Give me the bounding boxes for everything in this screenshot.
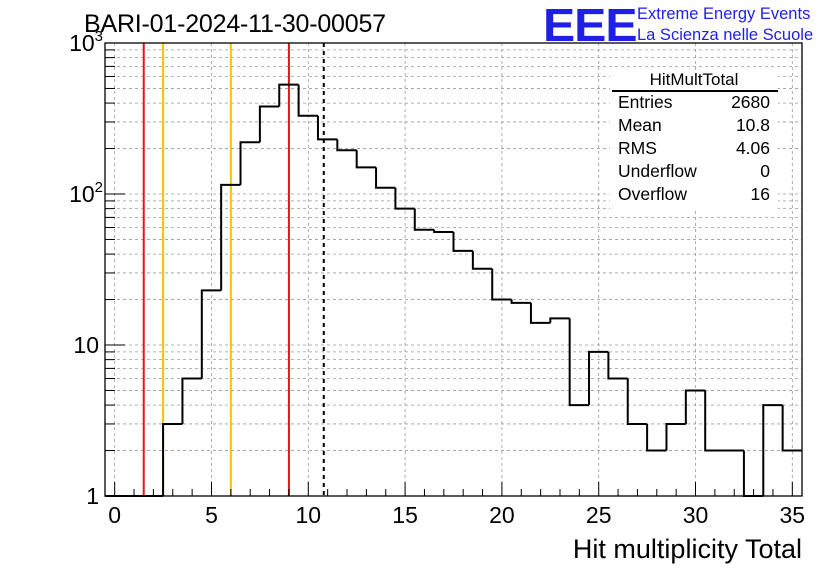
- plot-title: BARI-01-2024-11-30-00057: [84, 10, 386, 38]
- histogram-bin: [239, 141, 260, 185]
- histogram-bin: [200, 289, 222, 379]
- histogram-bin: [781, 405, 802, 452]
- stats-value: 2680: [731, 92, 770, 112]
- x-tick-label: 5: [205, 502, 218, 528]
- histogram-bin: [336, 139, 357, 152]
- x-tick-label: 10: [295, 502, 321, 528]
- stats-box: HitMultTotal Entries 2680 Mean 10.8 RMS …: [610, 70, 778, 210]
- stats-row-entries: Entries 2680: [618, 92, 770, 114]
- x-tick-label: 0: [108, 502, 121, 528]
- histogram-bin: [220, 183, 241, 291]
- histogram-bin: [433, 229, 454, 234]
- logo-line-2: La Scienza nelle Scuole: [637, 26, 814, 44]
- histogram-bin: [278, 83, 299, 107]
- plot-frame: [104, 42, 803, 497]
- stats-key: Overflow: [618, 184, 688, 204]
- stats-divider: [612, 90, 778, 92]
- histogram-bin: [413, 208, 435, 231]
- x-tick-label: 25: [586, 502, 612, 528]
- histogram-bin: [684, 389, 706, 424]
- histogram-bin: [471, 250, 493, 270]
- histogram-bin: [394, 187, 415, 210]
- y-tick-label: 102: [69, 179, 103, 207]
- stats-key: RMS: [618, 138, 657, 158]
- histogram-bin: [626, 378, 648, 425]
- histogram-bin: [549, 317, 570, 323]
- x-tick-label: 35: [780, 502, 806, 528]
- stats-key: Underflow: [618, 161, 697, 181]
- histogram-bin: [704, 390, 725, 452]
- histogram-bin: [510, 299, 531, 304]
- stats-title: HitMultTotal: [649, 70, 739, 89]
- histogram-bin: [568, 318, 590, 407]
- histogram-bin: [297, 84, 318, 117]
- histogram-bin: [452, 232, 473, 252]
- stats-row-overflow: Overflow 16: [618, 184, 770, 206]
- histogram-bin: [491, 268, 512, 301]
- stats-key: Entries: [618, 92, 673, 112]
- y-tick-label: 103: [69, 28, 103, 56]
- histogram-bin: [316, 115, 338, 141]
- histogram-bin: [355, 150, 377, 169]
- x-tick-label: 15: [392, 502, 418, 528]
- histogram-bin: [665, 422, 686, 451]
- stats-row-underflow: Underflow 0: [618, 161, 770, 183]
- x-axis-label: Hit multiplicity Total: [572, 534, 802, 564]
- histogram-bin: [588, 350, 609, 406]
- stats-value: 16: [750, 184, 770, 204]
- x-tick-label: 30: [683, 502, 709, 528]
- stats-value: 4.06: [735, 138, 770, 158]
- histogram-bin: [762, 404, 783, 496]
- x-tick-label: 20: [489, 502, 515, 528]
- histogram-bin: [375, 167, 396, 189]
- histogram-bin: [607, 351, 628, 380]
- stats-value: 10.8: [735, 115, 770, 135]
- histogram-bin: [258, 105, 280, 143]
- histogram-bin: [181, 377, 202, 424]
- stats-key: Mean: [618, 115, 662, 135]
- stats-value: 0: [760, 161, 770, 181]
- histogram-bin: [646, 423, 667, 452]
- y-tick-label: 10: [73, 332, 99, 358]
- stats-row-mean: Mean 10.8: [618, 115, 770, 137]
- histogram-bin: [529, 302, 551, 324]
- eee-logo: EEE: [543, 0, 638, 51]
- y-tick-label: 1: [86, 483, 99, 509]
- histogram-bin: [162, 422, 183, 496]
- stats-row-rms: RMS 4.06: [618, 138, 770, 160]
- logo-line-1: Extreme Energy Events: [637, 5, 811, 23]
